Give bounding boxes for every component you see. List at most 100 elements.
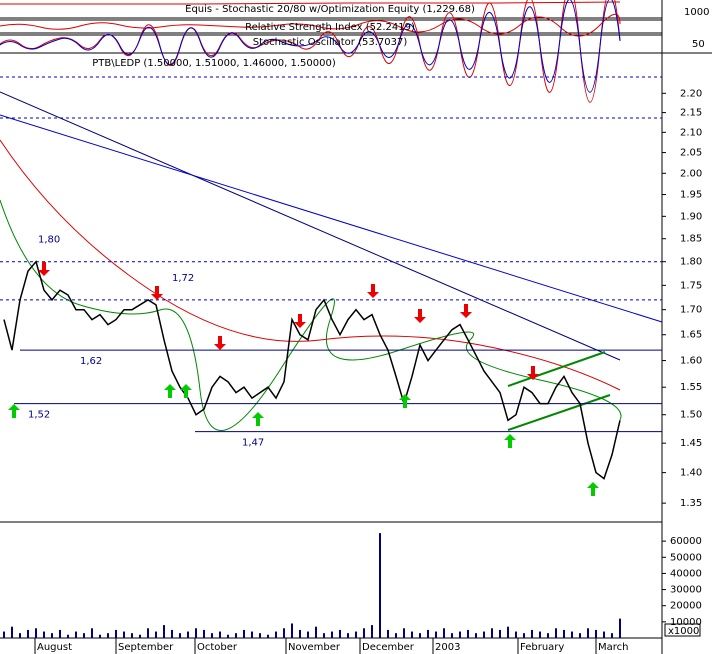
- y-tick-label: 1.75: [680, 280, 702, 291]
- volume-bar: [451, 633, 453, 638]
- x-tick-label: September: [118, 642, 174, 653]
- volume-bar: [587, 628, 589, 638]
- buy-arrow: [8, 404, 20, 418]
- panel-title: Equis - Stochastic 20/80 w/Optimization …: [185, 4, 475, 15]
- volume-bar: [147, 628, 149, 638]
- volume-bar: [459, 631, 461, 638]
- y-tick-label: 40000: [670, 568, 702, 579]
- volume-bar: [483, 631, 485, 638]
- volume-bar: [403, 628, 405, 638]
- level-label: 1,72: [172, 273, 194, 284]
- panel-title: Stochastic Oscillator (53.7037): [253, 37, 408, 48]
- trend-line: [0, 114, 663, 323]
- volume-bar: [35, 628, 37, 638]
- unit-box: [664, 623, 701, 637]
- volume-bar: [195, 628, 197, 638]
- volume-bar: [139, 634, 141, 638]
- volume-bar: [107, 633, 109, 638]
- volume-bar: [3, 631, 5, 638]
- volume-bar: [51, 633, 53, 638]
- x-tick-label: November: [288, 642, 341, 653]
- volume-bar: [291, 623, 293, 638]
- volume-bar: [171, 629, 173, 638]
- volume-bar: [179, 633, 181, 638]
- price-line: [3, 260, 621, 480]
- volume-bar: [339, 629, 341, 638]
- moving-average: [0, 139, 621, 391]
- volume-bar: [443, 628, 445, 638]
- buy-arrow: [399, 394, 411, 408]
- y-tick-label: 10000: [670, 617, 702, 628]
- volume-bar: [579, 633, 581, 638]
- volume-bar: [475, 633, 477, 638]
- volume-bar: [427, 629, 429, 638]
- y-tick-label: 20000: [670, 601, 702, 612]
- volume-bar: [555, 628, 557, 638]
- volume-bar: [315, 626, 317, 638]
- y-tick-label: 1.35: [680, 498, 702, 509]
- y-tick-label: 1.85: [680, 234, 702, 245]
- volume-bar: [467, 629, 469, 638]
- volume-bar: [499, 629, 501, 638]
- volume-bar: [19, 633, 21, 638]
- volume-bar: [123, 631, 125, 638]
- y-tick-label: 1.70: [680, 305, 702, 316]
- x-tick-label: March: [598, 642, 628, 653]
- x-tick-label: December: [362, 642, 415, 653]
- y-tick-label: 60000: [670, 536, 702, 547]
- volume-bar: [419, 633, 421, 638]
- y-tick-label: 50: [692, 39, 705, 50]
- volume-bar: [371, 625, 373, 638]
- y-tick-label: 30000: [670, 585, 702, 596]
- volume-bar: [355, 631, 357, 638]
- volume-bar: [259, 633, 261, 638]
- y-tick-label: 2.20: [680, 88, 702, 99]
- y-tick-label: 2.05: [680, 148, 702, 159]
- volume-bar: [83, 633, 85, 638]
- volume-bar: [531, 629, 533, 638]
- volume-bar: [203, 629, 205, 638]
- sell-arrow: [460, 304, 472, 318]
- chart-title: PTB\LEDP (1.50000, 1.51000, 1.46000, 1.5…: [92, 58, 336, 69]
- volume-bar: [211, 633, 213, 638]
- volume-bar: [603, 631, 605, 638]
- buy-arrow: [180, 384, 192, 398]
- y-tick-label: 1.45: [680, 438, 702, 449]
- volume-bar: [515, 631, 517, 638]
- volume-bar: [347, 633, 349, 638]
- volume-bar: [283, 628, 285, 638]
- rsi-line: [0, 13, 621, 37]
- volume-bar: [227, 634, 229, 638]
- buy-arrow: [252, 412, 264, 426]
- sell-arrow: [151, 286, 163, 300]
- moving-average: [0, 199, 622, 431]
- channel-line: [507, 351, 606, 387]
- y-tick-label: 1.55: [680, 382, 702, 393]
- volume-bar: [275, 631, 277, 638]
- volume-bar: [299, 629, 301, 638]
- volume-bar: [99, 634, 101, 638]
- volume-bar: [411, 631, 413, 638]
- volume-bar: [491, 628, 493, 638]
- volume-bar: [251, 631, 253, 638]
- volume-bar: [267, 634, 269, 638]
- sell-arrow: [214, 336, 226, 350]
- volume-bar: [235, 633, 237, 638]
- volume-bar: [43, 631, 45, 638]
- trend-line: [0, 91, 621, 361]
- volume-bar: [11, 626, 13, 638]
- x-tick-label: August: [37, 642, 72, 653]
- volume-bar: [75, 631, 77, 638]
- volume-bar: [91, 628, 93, 638]
- volume-bar: [611, 633, 613, 638]
- volume-bar: [163, 625, 165, 638]
- y-tick-label: 1.40: [680, 468, 702, 479]
- sell-arrow: [367, 284, 379, 298]
- buy-arrow: [587, 482, 599, 496]
- y-tick-label: 1.90: [680, 211, 702, 222]
- volume-bar: [539, 631, 541, 638]
- volume-bar: [131, 633, 133, 638]
- sell-arrow: [414, 309, 426, 323]
